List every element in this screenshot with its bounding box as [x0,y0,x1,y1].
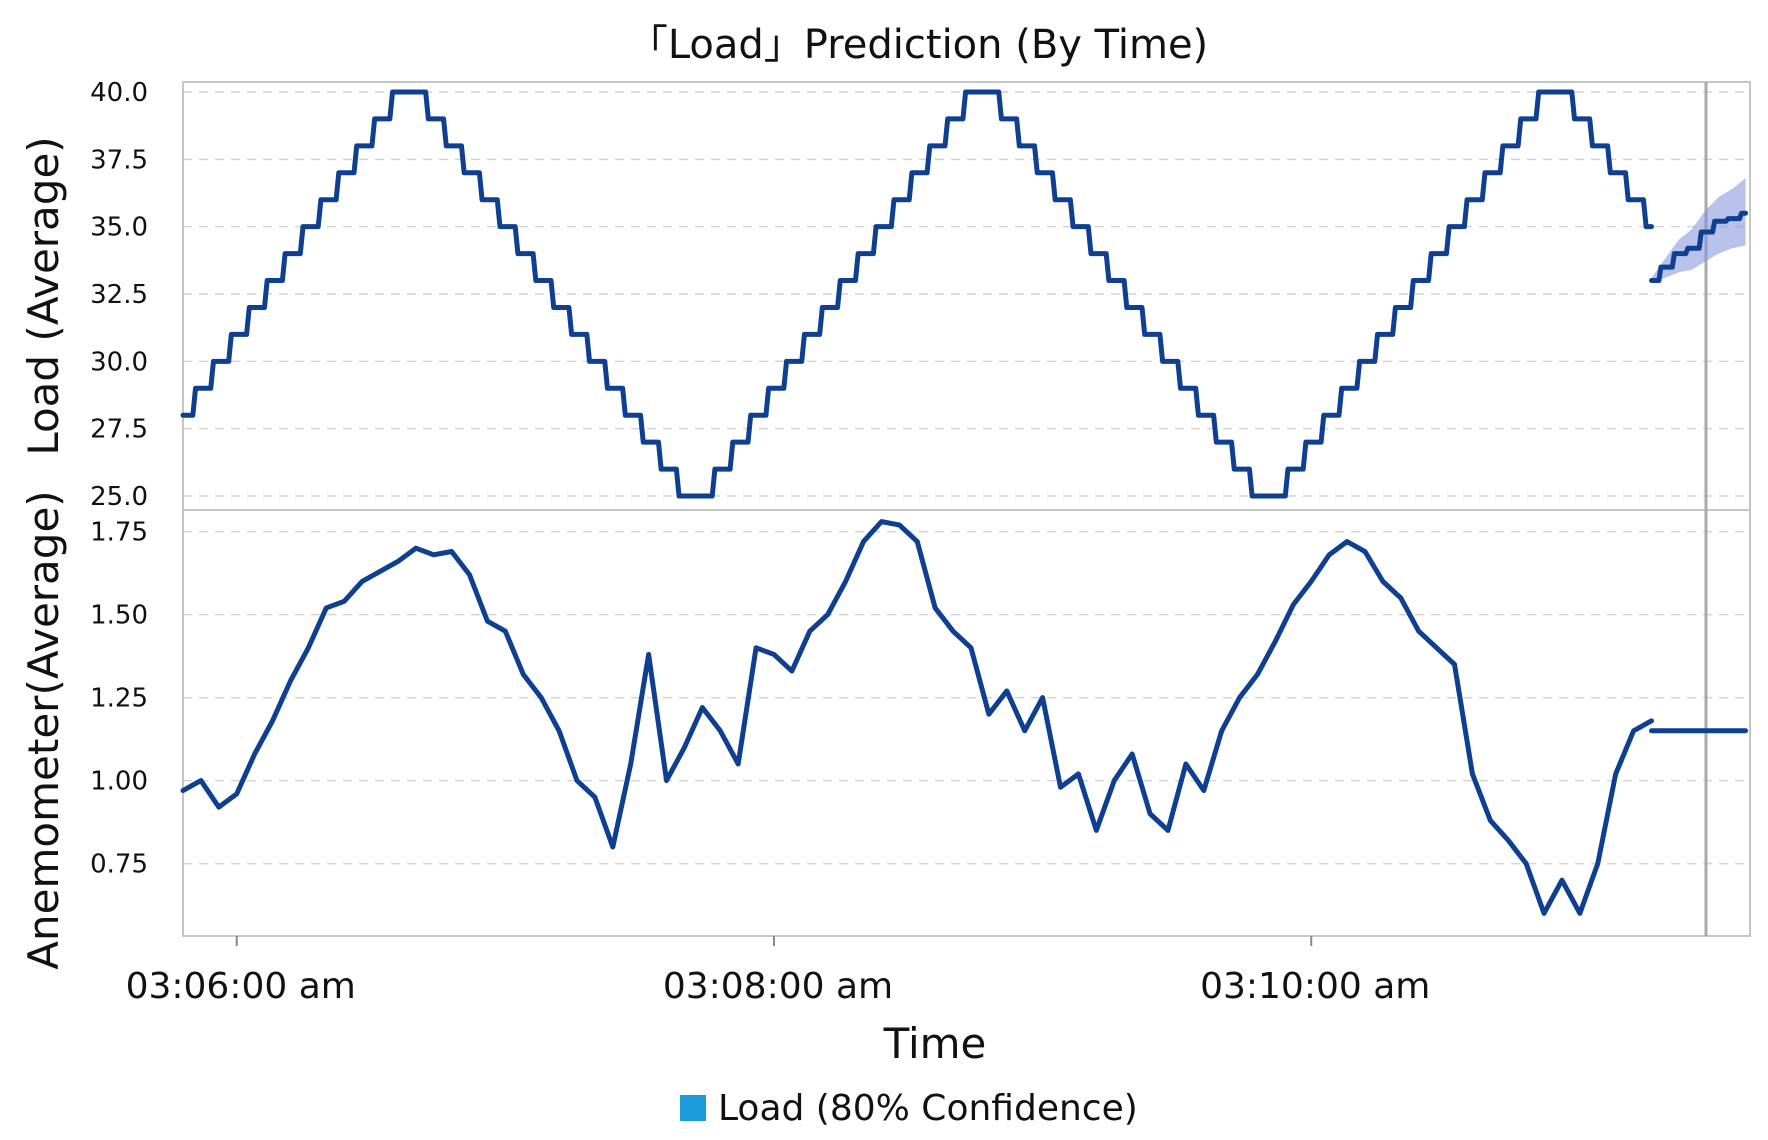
load-y-tick: 35.0 [90,213,148,243]
load-y-axis-title: Load (Average) [19,136,68,455]
top-gridlines [183,91,1750,497]
legend-label[interactable]: Load (80% Confidence) [718,1088,1138,1129]
anemometer-y-axis-title: Anemometer(Average) [19,490,68,969]
x-tick: 03:06:00 am [126,966,356,1007]
load-prediction-line [1649,210,1749,284]
chart-title: 「Load」Prediction (By Time) [628,22,1208,68]
load-y-tick: 40.0 [90,78,148,108]
anemometer-y-tick-labels: 0.75 1.00 1.25 1.50 1.75 [90,518,148,880]
load-series-line [180,89,1654,499]
load-y-tick: 32.5 [90,280,148,310]
anemometer-y-tick: 1.00 [90,767,148,797]
anemometer-series-line [180,519,1654,916]
load-y-tick: 25.0 [90,482,148,512]
x-tick: 03:08:00 am [663,966,893,1007]
legend-swatch[interactable] [680,1095,706,1121]
anemometer-y-tick: 1.75 [90,518,148,548]
anemometer-y-tick: 1.25 [90,684,148,714]
load-y-tick: 30.0 [90,347,148,377]
load-y-tick: 27.5 [90,415,148,445]
load-y-tick-labels: 25.0 27.5 30.0 32.5 35.0 37.5 40.0 [90,78,148,512]
x-axis-title: Time [883,1019,987,1068]
anemometer-y-tick: 1.50 [90,601,148,631]
bottom-gridlines [183,530,1750,865]
anemometer-y-tick: 0.75 [90,850,148,880]
x-tick-labels: 03:06:00 am 03:08:00 am 03:10:00 am [126,936,1430,1007]
x-tick: 03:10:00 am [1200,966,1430,1007]
load-y-tick: 37.5 [90,145,148,175]
